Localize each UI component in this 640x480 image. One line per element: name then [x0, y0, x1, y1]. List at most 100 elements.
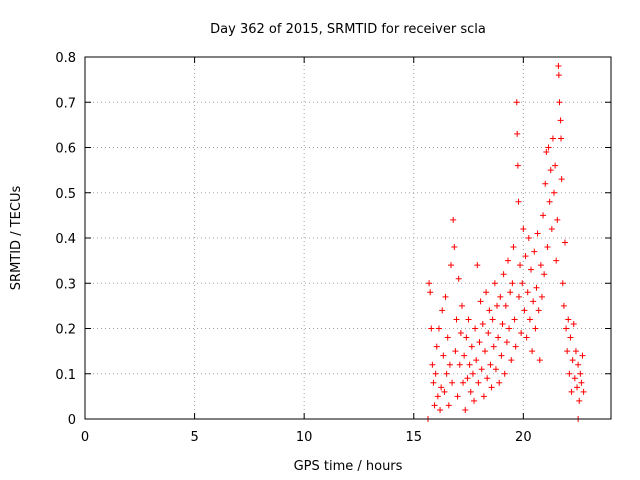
data-point [495, 334, 502, 341]
y-axis-label: SRMTID / TECUs [9, 186, 24, 291]
axis-ticks: 0 0.1 0.2 0.3 0.4 0.5 0.6 0.7 0.8 0 5 10 15 20 [55, 51, 611, 445]
data-point [426, 280, 433, 287]
data-point [564, 348, 571, 355]
data-point [580, 388, 587, 395]
data-point [476, 339, 483, 346]
data-point [460, 379, 467, 386]
data-points [424, 63, 587, 422]
data-point [522, 253, 529, 260]
data-point [461, 352, 468, 359]
data-point [538, 293, 545, 300]
data-point [477, 298, 484, 305]
data-point [511, 316, 518, 323]
data-point [578, 379, 585, 386]
data-point [571, 375, 578, 382]
data-point [484, 375, 491, 382]
data-point [475, 379, 482, 386]
data-point [577, 370, 584, 377]
data-point [472, 325, 479, 332]
data-point [439, 307, 446, 314]
data-point [490, 343, 497, 350]
data-point [546, 198, 553, 205]
data-point [531, 248, 538, 255]
data-point [479, 320, 486, 327]
data-point [537, 262, 544, 269]
data-point [524, 289, 531, 296]
data-point [521, 307, 528, 314]
data-point [430, 379, 437, 386]
y-tick-label: 0.3 [55, 277, 76, 292]
data-point [545, 144, 552, 151]
data-point [454, 393, 461, 400]
data-point [450, 216, 457, 223]
data-point [574, 384, 581, 391]
data-point [528, 266, 535, 273]
x-tick-label: 5 [190, 430, 198, 445]
data-point [445, 402, 452, 409]
data-point [441, 388, 448, 395]
data-point [569, 357, 576, 364]
data-point [457, 330, 464, 337]
data-point [525, 235, 532, 241]
data-point [515, 293, 522, 300]
data-point [510, 244, 517, 251]
data-point [451, 244, 458, 251]
data-point [491, 280, 498, 287]
data-point [431, 402, 438, 409]
data-point [552, 162, 559, 169]
data-point [509, 280, 516, 287]
data-point [526, 316, 533, 323]
data-point [467, 388, 474, 395]
data-point [575, 361, 582, 368]
y-tick-label: 0 [68, 413, 76, 428]
data-point [551, 189, 558, 196]
data-point [449, 379, 456, 386]
data-point [443, 370, 450, 377]
data-point [487, 361, 494, 368]
data-point [517, 262, 524, 269]
data-point [492, 366, 499, 373]
data-point [568, 388, 575, 395]
data-point [481, 348, 488, 355]
data-point [515, 198, 522, 205]
data-point [570, 320, 577, 327]
data-point [543, 149, 550, 156]
data-point [496, 379, 503, 386]
data-point [530, 298, 537, 305]
data-point [444, 334, 451, 341]
data-point [502, 302, 509, 309]
data-point [498, 352, 505, 359]
data-point [448, 262, 455, 269]
data-point [489, 316, 496, 323]
data-point [572, 348, 579, 355]
data-point [558, 135, 565, 142]
data-point [483, 289, 490, 296]
data-point [508, 357, 515, 364]
data-point [565, 316, 572, 323]
data-point [500, 271, 507, 278]
data-point [488, 384, 495, 391]
x-tick-label: 10 [296, 430, 313, 445]
data-point [501, 370, 508, 377]
data-point [466, 361, 473, 368]
data-point [542, 180, 549, 187]
y-tick-label: 0.6 [55, 142, 76, 157]
data-point [429, 361, 436, 368]
chart-title: Day 362 of 2015, SRMTID for receiver scl… [210, 22, 486, 37]
data-point [559, 280, 566, 287]
data-point [523, 334, 530, 341]
data-point [456, 361, 463, 368]
data-point [513, 99, 520, 106]
data-point [507, 289, 514, 296]
x-tick-label: 20 [515, 430, 532, 445]
data-point [432, 370, 439, 377]
y-tick-label: 0.4 [55, 232, 76, 247]
x-axis-label: GPS time / hours [294, 459, 403, 474]
data-point [512, 343, 519, 350]
data-point [554, 216, 561, 223]
data-point [452, 348, 459, 355]
data-point [519, 280, 526, 287]
data-point [462, 406, 469, 413]
data-point [558, 176, 565, 183]
data-point [514, 130, 521, 137]
